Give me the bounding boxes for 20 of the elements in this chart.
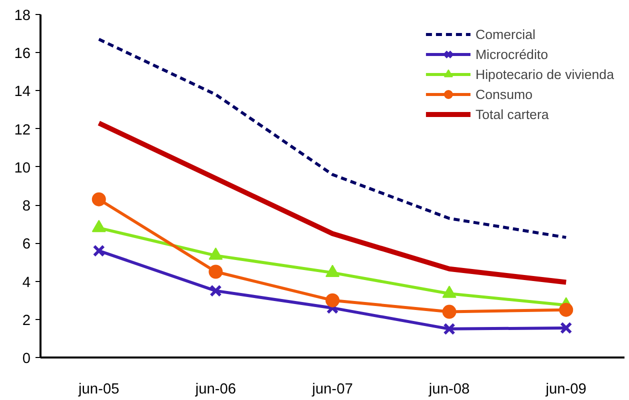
y-tick-label: 10 <box>14 160 31 176</box>
x-tick-label: jun-09 <box>544 382 586 398</box>
y-tick-label: 18 <box>14 8 31 24</box>
x-tick-label: jun-06 <box>194 382 236 398</box>
y-tick-label: 6 <box>22 236 31 253</box>
y-tick-label: 12 <box>14 122 31 138</box>
x-tick-label: jun-08 <box>428 382 470 398</box>
y-tick-label: 0 <box>22 351 31 367</box>
y-tick-label: 14 <box>14 84 31 100</box>
legend-label: Comercial <box>475 26 536 42</box>
legend-label: Microcrédito <box>475 46 548 62</box>
y-tick-label: 8 <box>22 198 31 215</box>
y-tick-label: 16 <box>14 46 31 62</box>
legend-label: Hipotecario de vivienda <box>475 66 614 82</box>
legend-label: Total cartera <box>475 106 549 122</box>
x-tick-label: jun-05 <box>78 382 120 398</box>
x-tick-label: jun-07 <box>311 382 353 398</box>
legend-label: Consumo <box>475 86 532 102</box>
y-tick-label: 4 <box>22 274 31 291</box>
y-tick-label: 2 <box>22 312 31 329</box>
